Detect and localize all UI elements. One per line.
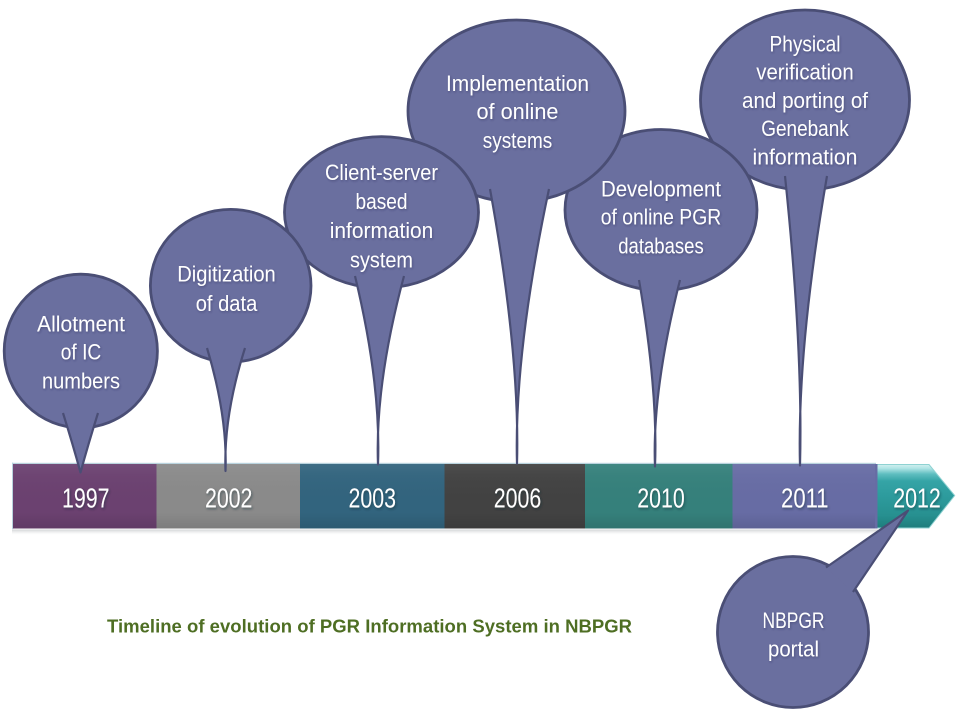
svg-text:information: information xyxy=(330,218,434,243)
svg-text:systems: systems xyxy=(483,128,553,153)
svg-text:Development: Development xyxy=(601,176,721,201)
svg-text:Physical: Physical xyxy=(770,32,841,57)
svg-text:2010: 2010 xyxy=(637,483,685,514)
svg-text:of online PGR: of online PGR xyxy=(601,204,722,229)
svg-text:portal: portal xyxy=(768,637,819,662)
svg-text:Client-server: Client-server xyxy=(325,160,438,185)
svg-text:1997: 1997 xyxy=(62,483,110,514)
svg-text:2011: 2011 xyxy=(781,483,829,514)
svg-text:of online: of online xyxy=(477,99,559,124)
svg-text:2006: 2006 xyxy=(494,483,542,514)
svg-text:based: based xyxy=(356,189,408,214)
svg-text:NBPGR: NBPGR xyxy=(763,608,825,633)
svg-text:of data: of data xyxy=(196,291,258,316)
svg-text:system: system xyxy=(350,247,413,272)
svg-text:2012: 2012 xyxy=(893,483,941,514)
svg-text:numbers: numbers xyxy=(42,369,120,394)
svg-text:verification: verification xyxy=(756,60,854,85)
svg-text:of IC: of IC xyxy=(61,340,102,365)
svg-text:2003: 2003 xyxy=(349,483,397,514)
svg-text:and porting of: and porting of xyxy=(742,88,869,113)
svg-text:Allotment: Allotment xyxy=(37,311,125,336)
svg-text:Timeline of evolution of PGR I: Timeline of evolution of PGR Information… xyxy=(107,616,632,637)
svg-text:2002: 2002 xyxy=(205,483,253,514)
svg-text:Digitization: Digitization xyxy=(177,262,276,287)
svg-text:information: information xyxy=(753,144,858,169)
svg-text:databases: databases xyxy=(618,233,704,258)
svg-text:Genebank: Genebank xyxy=(761,116,849,141)
svg-text:Implementation: Implementation xyxy=(446,71,589,96)
